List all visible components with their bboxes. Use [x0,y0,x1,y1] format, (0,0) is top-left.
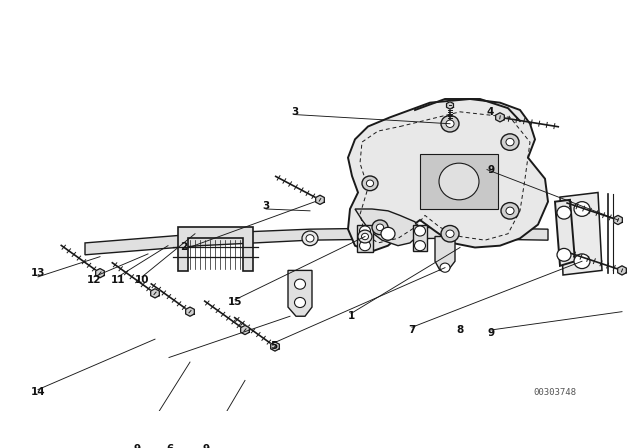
Text: 10: 10 [135,275,149,284]
Circle shape [362,176,378,191]
Text: 1: 1 [348,311,355,321]
Polygon shape [435,237,455,271]
Circle shape [506,138,514,146]
Text: 9: 9 [488,164,495,175]
Text: 00303748: 00303748 [534,388,577,397]
Circle shape [574,254,590,269]
Polygon shape [614,215,622,224]
Circle shape [432,156,488,207]
Polygon shape [348,99,548,252]
Text: 4: 4 [486,107,493,117]
Circle shape [441,116,459,132]
Circle shape [360,226,371,236]
Circle shape [294,279,305,289]
Circle shape [446,230,454,237]
Polygon shape [186,307,195,316]
Polygon shape [357,224,373,252]
Text: 13: 13 [31,268,45,278]
Circle shape [358,230,372,243]
Circle shape [415,226,426,236]
Circle shape [381,227,395,240]
Circle shape [446,120,454,128]
Polygon shape [413,225,427,251]
Polygon shape [447,102,454,109]
Text: 9: 9 [488,328,495,338]
Polygon shape [85,227,548,255]
Polygon shape [618,266,627,275]
Circle shape [501,134,519,151]
Circle shape [306,235,314,242]
Circle shape [440,263,450,272]
Polygon shape [95,269,104,278]
Text: 9: 9 [133,444,141,448]
Text: 7: 7 [408,325,416,335]
Polygon shape [560,193,602,275]
Polygon shape [271,342,279,351]
Text: 9: 9 [202,444,209,448]
Text: 3: 3 [291,107,299,117]
Text: 15: 15 [228,297,243,307]
Circle shape [376,224,383,231]
Circle shape [442,165,478,198]
Text: 5: 5 [270,340,278,351]
Circle shape [557,206,571,219]
Polygon shape [555,200,575,266]
Polygon shape [316,195,324,204]
Polygon shape [495,113,504,122]
Circle shape [360,241,371,251]
Text: 12: 12 [87,275,101,284]
Circle shape [415,241,426,251]
Circle shape [501,202,519,219]
Circle shape [366,180,374,187]
Text: 6: 6 [166,444,173,448]
Polygon shape [241,325,250,335]
Polygon shape [355,209,420,246]
Text: 2: 2 [180,242,188,253]
Circle shape [574,202,590,216]
Text: 14: 14 [31,388,45,397]
Polygon shape [178,227,253,271]
Circle shape [372,220,388,235]
Text: 8: 8 [456,325,463,335]
Polygon shape [150,289,159,298]
Circle shape [506,207,514,215]
Circle shape [302,231,318,246]
Polygon shape [288,271,312,316]
Text: 3: 3 [262,201,269,211]
Circle shape [557,248,571,261]
Circle shape [294,297,305,307]
Circle shape [441,225,459,242]
Polygon shape [420,154,498,209]
Circle shape [439,163,479,200]
Text: 11: 11 [111,275,125,284]
Circle shape [362,233,369,240]
